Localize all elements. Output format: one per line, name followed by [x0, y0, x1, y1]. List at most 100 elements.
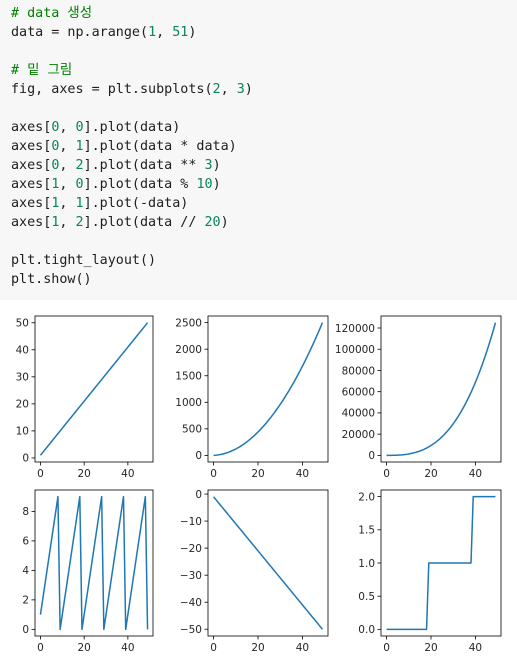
y-tick-label: 30	[16, 372, 29, 384]
series-line	[386, 322, 497, 457]
y-tick-label: 1.5	[358, 525, 375, 537]
code-text: )	[188, 25, 197, 40]
x-tick-label: 20	[251, 642, 264, 654]
y-tick-label: 120000	[335, 323, 375, 335]
code-number: 1	[148, 25, 157, 40]
y-tick-label: 0.5	[358, 591, 375, 603]
x-tick-label: 20	[251, 468, 264, 480]
subplot-3: 0 20 40 0 2 4 6 8	[22, 489, 154, 654]
code-text: data = np.arange(	[11, 25, 149, 40]
code-text: ].plot(data **	[83, 158, 205, 173]
code-text: ,	[59, 215, 76, 230]
code-line: axes[0, 0].plot(data)	[11, 118, 517, 137]
code-text: axes[	[11, 177, 52, 192]
x-tick-label: 40	[121, 642, 134, 654]
code-text: ].plot(data)	[83, 120, 181, 135]
x-tick-label: 40	[296, 642, 309, 654]
code-number: 0	[51, 158, 60, 173]
code-line	[11, 42, 517, 61]
code-number: 2	[212, 82, 221, 97]
code-text: ].plot(data //	[83, 215, 205, 230]
x-tick-label: 0	[383, 468, 390, 480]
y-tick-label: 0	[368, 450, 375, 462]
y-tick-label: 0	[195, 450, 202, 462]
code-line: # data 생성	[11, 4, 517, 23]
code-text: plt.show()	[11, 272, 92, 287]
y-tick-label: 1500	[175, 371, 202, 383]
code-line: data = np.arange(1, 51)	[11, 23, 517, 42]
code-number: 0	[51, 120, 60, 135]
code-number: 0	[75, 120, 84, 135]
y-tick-label: 0	[195, 489, 202, 501]
code-text: )	[220, 215, 229, 230]
code-text: ,	[59, 196, 76, 211]
y-tick-label: 8	[22, 506, 29, 518]
axes-frame	[207, 489, 329, 637]
x-tick-label: 20	[77, 468, 90, 480]
y-tick-label: 2000	[175, 344, 202, 356]
y-tick-label: 0.0	[358, 624, 375, 636]
series-line	[386, 495, 496, 631]
code-line: axes[0, 1].plot(data * data)	[11, 137, 517, 156]
plot-output: 0 20 40 0 10 20 30 40 50 0 20 40 0 500 1000 1500 2000 250…	[0, 300, 517, 665]
x-tick-label: 0	[37, 642, 44, 654]
x-tick-label: 40	[469, 642, 482, 654]
y-tick-label: 60000	[342, 386, 375, 398]
code-line: plt.show()	[11, 270, 517, 289]
code-comment: # data 생성	[11, 6, 93, 21]
axes-frame	[207, 315, 329, 463]
y-tick-label: 1.0	[358, 558, 375, 570]
code-number: 2	[75, 215, 84, 230]
y-tick-label: 2.0	[358, 491, 375, 503]
subplot-5: 0 20 40 0.0 0.5 1.0 1.5 2.0	[358, 489, 502, 654]
y-tick-label: 0	[22, 624, 29, 636]
subplot-0: 0 20 40 0 10 20 30 40 50	[16, 315, 154, 480]
y-tick-label: 50	[16, 318, 29, 330]
y-tick-label: 6	[22, 536, 29, 548]
series-line	[39, 495, 149, 631]
y-tick-label: 40000	[342, 408, 375, 420]
x-tick-label: 0	[210, 468, 217, 480]
code-text: axes[	[11, 120, 52, 135]
axes-frame	[34, 489, 154, 637]
y-tick-label: 20	[16, 399, 29, 411]
x-tick-label: 0	[383, 642, 390, 654]
x-tick-label: 20	[424, 468, 437, 480]
code-number: 3	[236, 82, 245, 97]
y-tick-label: 20000	[342, 429, 375, 441]
code-number: 2	[75, 158, 84, 173]
subplot-2: 0 20 40 0 20000 40000 60000 80000 100000 120000	[335, 315, 502, 480]
code-text: fig, axes = plt.subplots(	[11, 82, 213, 97]
subplot-1: 0 20 40 0 500 1000 1500 2000 2500	[175, 315, 329, 480]
y-tick-label: −30	[180, 570, 202, 582]
code-number: 3	[204, 158, 213, 173]
code-text: plt.tight_layout()	[11, 253, 157, 268]
y-tick-label: −10	[180, 516, 202, 528]
x-tick-label: 40	[469, 468, 482, 480]
code-text: )	[212, 158, 221, 173]
y-tick-label: 2	[22, 595, 29, 607]
code-text: axes[	[11, 215, 52, 230]
code-text: axes[	[11, 158, 52, 173]
code-text: )	[212, 177, 221, 192]
code-text: ,	[59, 139, 76, 154]
code-text: ,	[59, 177, 76, 192]
code-cell[interactable]: # data 생성 data = np.arange(1, 51) # 밑 그림 fi…	[0, 0, 517, 300]
subplot-4: 0 20 40 0 −10 −20 −30 −40 −50	[180, 489, 329, 654]
code-line	[11, 99, 517, 118]
code-number: 0	[75, 177, 84, 192]
code-text: ,	[59, 158, 76, 173]
code-line: fig, axes = plt.subplots(2, 3)	[11, 80, 517, 99]
y-tick-label: 80000	[342, 365, 375, 377]
y-tick-label: 2500	[175, 317, 202, 329]
code-number: 1	[51, 196, 60, 211]
series-line	[39, 322, 149, 456]
code-number: 1	[51, 215, 60, 230]
code-number: 1	[75, 196, 84, 211]
code-line: axes[1, 0].plot(data % 10)	[11, 175, 517, 194]
y-tick-label: 40	[16, 345, 29, 357]
y-tick-label: 100000	[335, 344, 375, 356]
code-line: # 밑 그림	[11, 61, 517, 80]
code-number: 51	[172, 25, 189, 40]
